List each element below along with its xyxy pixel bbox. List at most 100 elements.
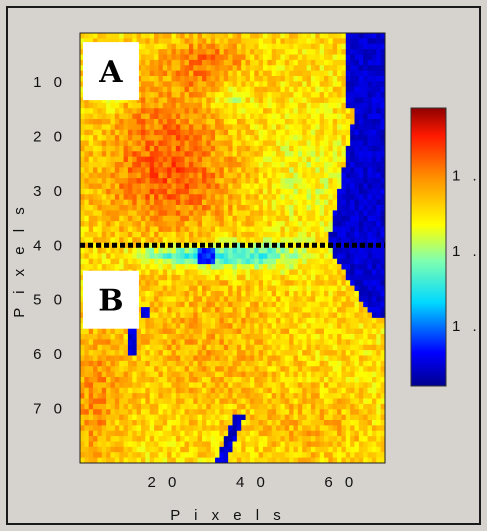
heatmap-cell <box>345 360 351 367</box>
heatmap-cell <box>193 258 199 265</box>
heatmap-cell <box>315 145 321 152</box>
heatmap-cell <box>328 33 334 39</box>
heatmap-cell <box>345 43 351 50</box>
heatmap-cell <box>184 258 190 265</box>
heatmap-cell <box>319 237 325 244</box>
heatmap-cell <box>306 339 312 346</box>
heatmap-cell <box>280 360 286 367</box>
heatmap-cell <box>110 237 116 244</box>
heatmap-cell <box>332 86 338 93</box>
heatmap-cell <box>263 49 268 56</box>
heatmap-cell <box>341 59 347 66</box>
heatmap-cell <box>228 188 234 195</box>
heatmap-cell <box>223 86 229 93</box>
heatmap-cell <box>319 291 325 297</box>
heatmap-cell <box>345 38 351 45</box>
heatmap-cell <box>310 253 316 260</box>
heatmap-cell <box>263 280 268 287</box>
heatmap-cell <box>310 135 316 142</box>
heatmap-cell <box>228 33 234 39</box>
heatmap-cell <box>232 301 238 308</box>
heatmap-cell <box>367 167 373 174</box>
heatmap-cell <box>363 113 369 120</box>
heatmap-cell <box>367 317 373 324</box>
heatmap-cell <box>310 205 316 211</box>
heatmap-cell <box>284 178 290 185</box>
heatmap-cell <box>367 253 373 260</box>
heatmap-cell <box>371 215 377 222</box>
heatmap-cell <box>80 183 85 190</box>
heatmap-cell <box>324 167 329 174</box>
heatmap-cell <box>106 414 112 421</box>
heatmap-cell <box>88 205 94 211</box>
heatmap-cell <box>241 59 247 66</box>
heatmap-cell <box>193 387 199 394</box>
heatmap-cell <box>249 312 255 319</box>
heatmap-cell <box>245 221 251 228</box>
heatmap-cell <box>271 97 277 104</box>
heatmap-cell <box>132 188 138 195</box>
heatmap-cell <box>310 237 316 244</box>
heatmap-cell <box>145 248 151 254</box>
heatmap-cell <box>284 291 290 297</box>
heatmap-cell <box>154 215 160 222</box>
heatmap-cell <box>136 264 142 271</box>
heatmap-cell <box>271 237 277 244</box>
heatmap-cell <box>337 97 343 104</box>
heatmap-cell <box>197 65 203 72</box>
heatmap-cell <box>175 323 181 330</box>
heatmap-cell <box>324 33 329 39</box>
heatmap-cell <box>293 264 299 271</box>
heatmap-cell <box>223 129 229 136</box>
heatmap-cell <box>258 156 264 163</box>
heatmap-cell <box>297 360 303 367</box>
heatmap-cell <box>345 334 351 340</box>
heatmap-cell <box>119 194 125 201</box>
heatmap-cell <box>324 296 329 303</box>
heatmap-cell <box>84 328 90 335</box>
heatmap-cell <box>319 387 325 394</box>
heatmap-cell <box>93 156 99 163</box>
heatmap-cell <box>306 145 312 152</box>
heatmap-cell <box>306 355 312 362</box>
heatmap-cell <box>219 199 225 206</box>
heatmap-cell <box>119 199 125 206</box>
heatmap-cell <box>175 86 181 93</box>
heatmap-cell <box>258 280 264 287</box>
heatmap-cell <box>306 377 312 383</box>
heatmap-cell <box>210 119 216 125</box>
heatmap-cell <box>341 172 347 179</box>
heatmap-cell <box>249 237 255 244</box>
heatmap-cell <box>371 54 377 61</box>
heatmap-cell <box>280 274 286 281</box>
heatmap-cell <box>241 135 247 142</box>
heatmap-cell <box>106 129 112 136</box>
heatmap-cell <box>154 264 160 271</box>
heatmap-cell <box>315 355 321 362</box>
heatmap-cell <box>232 398 238 405</box>
heatmap-cell <box>319 145 325 152</box>
heatmap-cell <box>106 409 112 416</box>
heatmap-cell <box>132 210 138 217</box>
heatmap-cell <box>219 377 225 383</box>
heatmap-cell <box>249 49 255 56</box>
heatmap-cell <box>193 285 199 292</box>
heatmap-cell <box>380 178 385 185</box>
heatmap-cell <box>188 113 194 120</box>
heatmap-cell <box>324 199 329 206</box>
heatmap-cell <box>249 274 255 281</box>
heatmap-cell <box>84 403 90 410</box>
heatmap-cell <box>202 102 207 109</box>
heatmap-cell <box>367 119 373 125</box>
heatmap-cell <box>206 350 212 357</box>
heatmap-cell <box>306 393 312 400</box>
heatmap-cell <box>258 382 264 389</box>
heatmap-cell <box>324 43 329 50</box>
heatmap-cell <box>106 156 112 163</box>
heatmap-cell <box>258 371 264 378</box>
heatmap-cell <box>110 253 116 260</box>
heatmap-cell <box>263 102 268 109</box>
heatmap-cell <box>380 215 385 222</box>
heatmap-cell <box>219 248 225 254</box>
heatmap-cell <box>184 156 190 163</box>
